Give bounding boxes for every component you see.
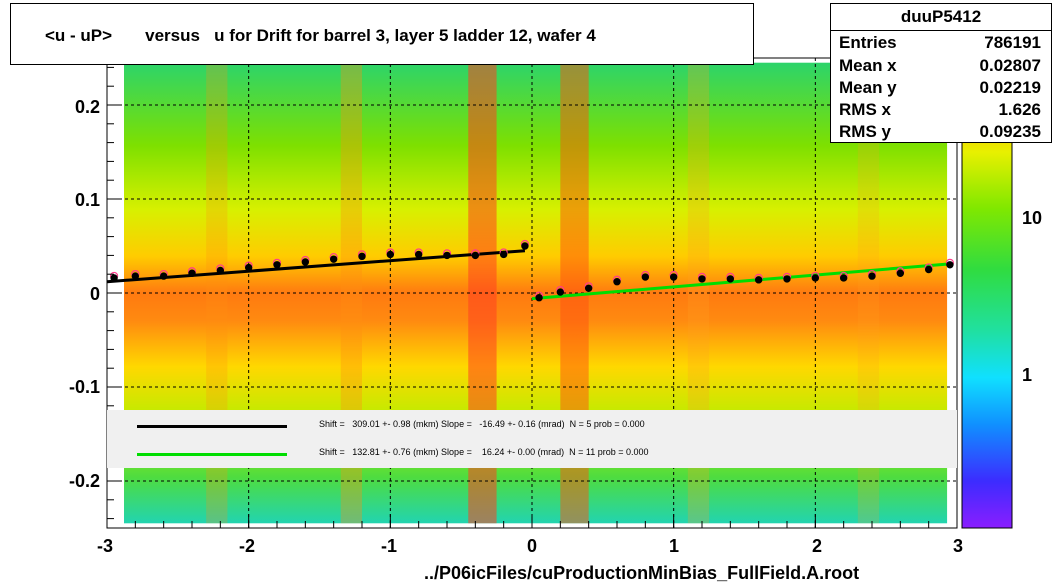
x-tick-label: -1: [380, 536, 397, 556]
y-tick-label: 0.1: [74, 190, 100, 210]
z-tick-label: 1: [1022, 365, 1033, 385]
stats-value: 0.09235: [979, 122, 1041, 141]
profile-point: [669, 273, 678, 281]
x-tick-label: 0: [526, 536, 537, 556]
z-tick-label: 10: [1022, 208, 1043, 228]
profile-point: [584, 284, 593, 292]
title-box: <u - uP> versus u for Drift for barrel 3…: [10, 3, 754, 65]
profile-point: [641, 273, 650, 281]
stats-value: 1.626: [998, 100, 1041, 119]
profile-point: [783, 275, 791, 283]
x-axis-label: ../P06icFiles/cuProductionMinBias_FullFi…: [424, 563, 860, 583]
stats-value: 786191: [984, 33, 1041, 52]
profile-point: [244, 263, 253, 272]
profile-point: [414, 250, 423, 259]
legend-entry: Shift = 309.01 +- 0.98 (mkm) Slope = -16…: [107, 416, 957, 436]
profile-point: [521, 242, 529, 250]
heatmap-stripe: [340, 62, 362, 524]
legend-text: Shift = 309.01 +- 0.98 (mkm) Slope = -16…: [319, 419, 645, 429]
stats-box: duuP5412 Entries 786191 Mean x 0.02807 M…: [830, 3, 1052, 143]
fit-line-green: [531, 262, 951, 301]
chart-title: <u - uP> versus u for Drift for barrel 3…: [45, 26, 596, 45]
profile-point: [273, 261, 281, 269]
y-tick-label: 0: [89, 284, 100, 304]
x-tick-label: 1: [668, 536, 679, 556]
x-tick-label: 3: [952, 536, 963, 556]
axis-ticks: [106, 66, 958, 528]
stats-histogram-name: duuP5412: [900, 7, 982, 26]
stats-divider: [831, 30, 1051, 31]
fit-line-black: [106, 249, 526, 284]
profile-point: [188, 269, 196, 277]
profile-point: [443, 251, 451, 260]
profile-points: [109, 239, 955, 302]
stats-row: RMS x 1.626: [839, 100, 1041, 122]
profile-point: [329, 255, 338, 263]
heatmap-stripe: [857, 62, 880, 524]
stats-label: RMS x: [839, 100, 891, 119]
profile-point: [131, 272, 140, 280]
stats-row: Mean x 0.02807: [839, 56, 1041, 78]
x-tick-label: -2: [238, 536, 255, 556]
profile-point: [471, 251, 480, 260]
profile-point: [946, 261, 954, 269]
legend-entry: Shift = 132.81 +- 0.76 (mkm) Slope = 16.…: [107, 444, 957, 464]
profile-point: [556, 288, 565, 296]
x-tick-label: 2: [811, 536, 822, 556]
profile-point: [159, 272, 168, 280]
profile-point: [535, 294, 543, 302]
y-tick-label: 0.2: [74, 97, 100, 117]
stats-value: 0.02807: [979, 56, 1041, 75]
stats-label: RMS y: [839, 122, 891, 141]
x-tick-label: -3: [96, 536, 113, 556]
stats-label: Mean y: [839, 78, 897, 97]
profile-point: [924, 265, 933, 274]
profile-point: [386, 250, 395, 259]
profile-point: [698, 275, 706, 283]
stats-row: Entries 786191: [839, 33, 1041, 55]
fit-legend: Shift = 309.01 +- 0.98 (mkm) Slope = -16…: [107, 410, 957, 468]
profile-point: [896, 269, 905, 277]
profile-point: [110, 274, 118, 282]
stats-label: Entries: [839, 33, 897, 52]
profile-point: [499, 250, 508, 259]
profile-point: [358, 252, 366, 261]
profile-point: [868, 272, 876, 280]
profile-point: [301, 258, 310, 266]
legend-line-green: [137, 453, 287, 456]
profile-point: [811, 274, 820, 282]
y-tick-label: -0.2: [68, 471, 100, 491]
profile-point: [216, 266, 225, 275]
y-tick-label: -0.1: [68, 377, 100, 397]
stats-row: RMS y 0.09235: [839, 122, 1041, 144]
stats-row: Mean y 0.02219: [839, 78, 1041, 100]
heatmap-stripe: [687, 62, 710, 524]
legend-text: Shift = 132.81 +- 0.76 (mkm) Slope = 16.…: [319, 447, 649, 457]
stats-label: Mean x: [839, 56, 897, 75]
profile-point: [839, 274, 848, 282]
profile-point: [726, 275, 735, 283]
profile-point: [613, 278, 621, 286]
profile-point: [754, 276, 763, 284]
fit-lines: [106, 249, 951, 301]
legend-line-black: [137, 425, 287, 428]
stats-value: 0.02219: [979, 78, 1041, 97]
